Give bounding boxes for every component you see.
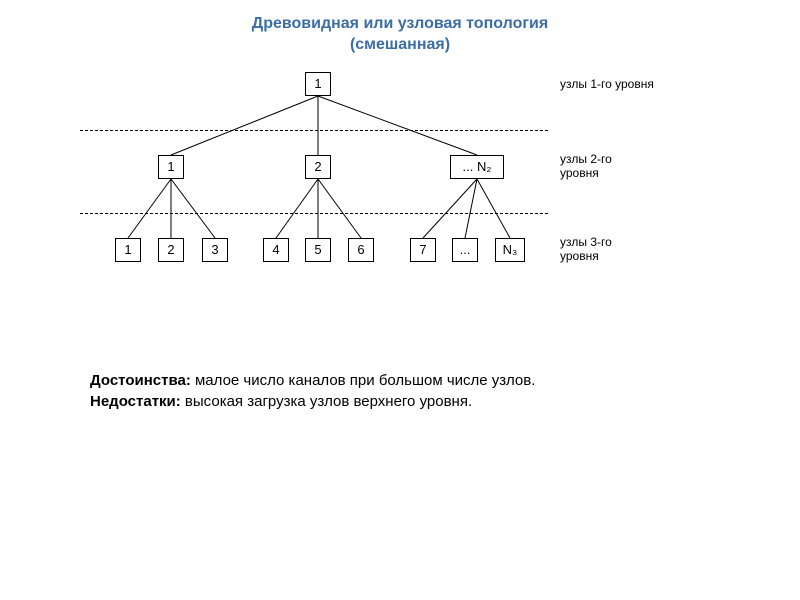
edges-layer (60, 70, 740, 300)
tree-edge (171, 96, 318, 155)
tree-edge (318, 96, 477, 155)
tree-edge (465, 179, 477, 238)
tree-node: 1 (115, 238, 141, 262)
advantages-label: Достоинства: (90, 372, 191, 389)
level-label: узлы 1-го уровня (560, 78, 654, 92)
title-line2: (смешанная) (350, 36, 450, 53)
tree-node: 3 (202, 238, 228, 262)
tree-edge (318, 179, 361, 238)
page-title: Древовидная или узловая топология (смеша… (140, 0, 660, 56)
tree-node: ... N₂ (450, 155, 504, 179)
disadvantages-line: Недостатки: высокая загрузка узлов верхн… (90, 391, 710, 412)
level-separator (80, 213, 548, 214)
level-label: узлы 3-гоуровня (560, 236, 612, 264)
tree-node: 2 (158, 238, 184, 262)
tree-node: 1 (305, 72, 331, 96)
tree-edge (276, 179, 318, 238)
title-line1: Древовидная или узловая топология (252, 15, 548, 32)
level-separator (80, 130, 548, 131)
tree-node: 4 (263, 238, 289, 262)
tree-node: 2 (305, 155, 331, 179)
tree-diagram: 112... N₂1234567...N₃узлы 1-го уровняузл… (60, 70, 740, 300)
tree-edge (171, 179, 215, 238)
tree-node: N₃ (495, 238, 525, 262)
tree-node: 5 (305, 238, 331, 262)
advantages-text: малое число каналов при большом числе уз… (191, 372, 536, 389)
tree-edge (423, 179, 477, 238)
tree-node: 1 (158, 155, 184, 179)
tree-edge (477, 179, 510, 238)
disadvantages-label: Недостатки: (90, 393, 181, 410)
tree-edge (128, 179, 171, 238)
tree-node: ... (452, 238, 478, 262)
tree-node: 6 (348, 238, 374, 262)
advantages-line: Достоинства: малое число каналов при бол… (90, 370, 710, 391)
description-block: Достоинства: малое число каналов при бол… (90, 370, 710, 412)
level-label: узлы 2-гоуровня (560, 153, 612, 181)
tree-node: 7 (410, 238, 436, 262)
disadvantages-text: высокая загрузка узлов верхнего уровня. (181, 393, 472, 410)
